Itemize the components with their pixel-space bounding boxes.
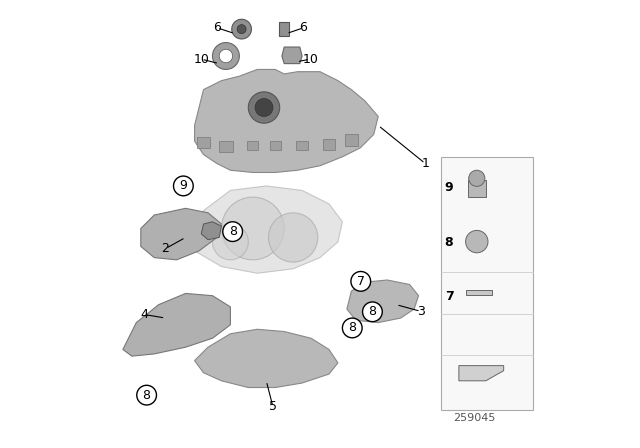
Polygon shape xyxy=(195,69,378,172)
Polygon shape xyxy=(195,186,342,273)
Bar xyxy=(247,141,259,150)
Text: 8: 8 xyxy=(143,388,150,402)
Polygon shape xyxy=(202,222,221,240)
Text: 8: 8 xyxy=(369,305,376,319)
Circle shape xyxy=(212,224,248,260)
Text: 2: 2 xyxy=(161,242,170,255)
Text: 6: 6 xyxy=(213,21,221,34)
Text: 9: 9 xyxy=(179,179,188,193)
Text: 9: 9 xyxy=(445,181,453,194)
Circle shape xyxy=(342,318,362,338)
Polygon shape xyxy=(195,329,338,388)
Circle shape xyxy=(255,99,273,116)
Circle shape xyxy=(232,19,252,39)
Text: 8: 8 xyxy=(228,225,237,238)
Text: 3: 3 xyxy=(417,305,425,318)
Circle shape xyxy=(248,92,280,123)
Text: 8: 8 xyxy=(445,237,453,250)
Bar xyxy=(269,141,281,150)
Text: 4: 4 xyxy=(140,308,148,321)
Bar xyxy=(344,134,358,146)
Polygon shape xyxy=(347,280,419,323)
Circle shape xyxy=(269,213,317,262)
Circle shape xyxy=(223,222,243,241)
Bar xyxy=(197,137,210,148)
Circle shape xyxy=(219,49,233,63)
Polygon shape xyxy=(279,22,289,36)
Circle shape xyxy=(237,25,246,34)
Bar xyxy=(441,157,532,410)
Circle shape xyxy=(137,385,157,405)
Circle shape xyxy=(466,230,488,253)
Bar xyxy=(296,141,308,150)
Circle shape xyxy=(351,271,371,291)
Text: 7: 7 xyxy=(356,275,365,288)
Polygon shape xyxy=(468,180,486,197)
Polygon shape xyxy=(141,208,221,260)
Text: 7: 7 xyxy=(445,289,453,302)
Text: 8: 8 xyxy=(348,321,356,335)
Polygon shape xyxy=(282,47,302,64)
Circle shape xyxy=(212,43,239,69)
Polygon shape xyxy=(459,366,504,381)
Bar xyxy=(219,141,233,152)
Circle shape xyxy=(173,176,193,196)
Circle shape xyxy=(468,170,485,186)
Text: 6: 6 xyxy=(300,21,307,34)
Polygon shape xyxy=(466,290,493,295)
Text: 1: 1 xyxy=(421,157,429,170)
Text: 259045: 259045 xyxy=(453,414,496,423)
Text: 5: 5 xyxy=(269,400,277,414)
Circle shape xyxy=(362,302,382,322)
Text: 10: 10 xyxy=(193,52,209,66)
Circle shape xyxy=(221,197,284,260)
Polygon shape xyxy=(123,293,230,356)
Text: 10: 10 xyxy=(302,52,318,66)
Bar xyxy=(323,139,335,150)
